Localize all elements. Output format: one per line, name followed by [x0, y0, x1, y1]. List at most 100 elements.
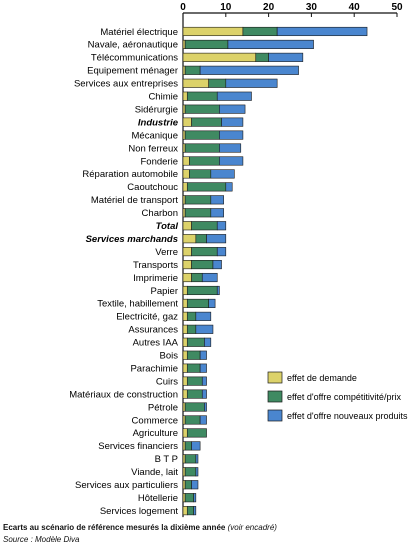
x-tick-label: 50 — [391, 2, 403, 13]
bar-imprimerie-effet-d-offre-competitivite-prix — [191, 272, 203, 283]
caption-main: Ecarts au scénario de référence mesurés … — [3, 523, 226, 532]
bar-electricite-gaz-effet-d-offre-nouveaux-produits — [195, 311, 212, 321]
chart-caption: Ecarts au scénario de référence mesurés … — [3, 523, 277, 532]
bar-viande-lait-effet-d-offre-competitivite-prix — [184, 467, 197, 477]
bar-transports-effet-d-offre-nouveaux-produits — [212, 260, 222, 270]
x-tick-label: 30 — [306, 2, 318, 13]
bar-total-effet-d-offre-nouveaux-produits — [216, 221, 227, 231]
bar-caoutchouc-effet-d-offre-nouveaux-produits — [225, 182, 233, 192]
bar-verre-effet-d-offre-competitivite-prix — [191, 247, 218, 257]
bar-materiel-de-transport-effet-de-demande — [182, 195, 186, 205]
category-label-mecanique: Mécanique — [132, 130, 178, 141]
legend-label-effet-d-offre-nouveaux-produits: effet d'offre nouveaux produits — [287, 411, 408, 421]
category-label-commerce: Commerce — [132, 415, 178, 426]
bar-chimie-effet-de-demande — [182, 91, 188, 101]
bar-petrole-effet-d-offre-nouveaux-produits — [204, 402, 207, 412]
bar-navale-aeronautique-effet-de-demande — [182, 39, 186, 49]
bar-viande-lait-effet-d-offre-nouveaux-produits — [195, 467, 199, 477]
bar-industrie-effet-d-offre-competitivite-prix — [191, 117, 222, 127]
bar-electricite-gaz-effet-de-demande — [182, 311, 188, 321]
legend-label-effet-d-offre-competitivite-prix: effet d'offre compétitivité/prix — [287, 392, 401, 402]
category-label-hotellerie: Hôtellerie — [138, 493, 178, 504]
bar-fonderie-effet-d-offre-nouveaux-produits — [219, 156, 244, 166]
bar-non-ferreux-effet-d-offre-nouveaux-produits — [219, 143, 242, 153]
bar-b-t-p-effet-de-demande — [182, 454, 186, 464]
bar-imprimerie-effet-de-demande — [182, 272, 192, 283]
bar-textile-habillement-effet-de-demande — [182, 298, 188, 308]
bar-parachimie-effet-d-offre-competitivite-prix — [186, 363, 201, 373]
bar-cuirs-effet-d-offre-nouveaux-produits — [201, 376, 207, 386]
bar-services-marchands-effet-d-offre-nouveaux-produits — [206, 234, 227, 244]
bar-verre-effet-d-offre-nouveaux-produits — [216, 247, 227, 257]
bar-textile-habillement-effet-d-offre-competitivite-prix — [186, 298, 209, 308]
bar-navale-aeronautique-effet-d-offre-competitivite-prix — [184, 39, 229, 49]
bar-industrie-effet-d-offre-nouveaux-produits — [221, 117, 244, 127]
bar-cuirs-effet-d-offre-competitivite-prix — [186, 376, 203, 386]
bar-equipement-menager-effet-de-demande — [182, 65, 186, 75]
category-label-charbon: Charbon — [142, 208, 178, 219]
bar-papier-effet-d-offre-competitivite-prix — [186, 285, 218, 296]
bar-materiel-de-transport-effet-d-offre-nouveaux-produits — [210, 195, 224, 205]
category-label-total: Total — [156, 221, 179, 232]
category-label-agriculture: Agriculture — [133, 428, 178, 439]
category-label-cuirs: Cuirs — [156, 376, 178, 387]
category-label-textile-habillement: Textile, habillement — [97, 299, 178, 310]
caption-note: (voir encadré) — [227, 523, 277, 532]
category-label-reparation-automobile: Réparation automobile — [82, 169, 178, 180]
category-label-materiel-de-transport: Matériel de transport — [91, 195, 178, 206]
category-label-fonderie: Fonderie — [141, 156, 179, 167]
bar-assurances-effet-de-demande — [182, 324, 188, 334]
bar-materiel-electrique-effet-d-offre-competitivite-prix — [242, 26, 278, 37]
bar-assurances-effet-d-offre-competitivite-prix — [186, 324, 197, 334]
bar-navale-aeronautique-effet-d-offre-nouveaux-produits — [227, 39, 314, 49]
bar-reparation-automobile-effet-d-offre-nouveaux-produits — [210, 169, 235, 179]
bar-commerce-effet-de-demande — [182, 415, 186, 425]
bar-materiaux-de-construction-effet-de-demande — [182, 389, 188, 399]
bar-bois-effet-de-demande — [182, 350, 188, 360]
category-label-imprimerie: Imprimerie — [133, 273, 178, 284]
bar-telecommunications-effet-d-offre-nouveaux-produits — [268, 52, 304, 62]
bar-siderurgie-effet-de-demande — [182, 104, 186, 114]
category-label-services-aux-particuliers: Services aux particuliers — [75, 480, 178, 491]
bar-papier-effet-de-demande — [182, 285, 188, 296]
bars — [182, 26, 368, 516]
bar-cuirs-effet-de-demande — [182, 376, 188, 386]
bar-parachimie-effet-de-demande — [182, 363, 188, 373]
bar-reparation-automobile-effet-d-offre-competitivite-prix — [189, 169, 212, 179]
bar-services-aux-particuliers-effet-de-demande — [182, 480, 186, 490]
category-label-parachimie: Parachimie — [130, 363, 178, 374]
bar-textile-habillement-effet-d-offre-nouveaux-produits — [208, 298, 216, 308]
bar-services-aux-entreprises-effet-de-demande — [182, 78, 209, 88]
bar-services-marchands-effet-d-offre-competitivite-prix — [195, 234, 207, 244]
bar-chimie-effet-d-offre-nouveaux-produits — [216, 91, 252, 101]
bar-services-financiers-effet-d-offre-nouveaux-produits — [191, 441, 201, 451]
bar-siderurgie-effet-d-offre-nouveaux-produits — [219, 104, 246, 114]
bar-b-t-p-effet-d-offre-nouveaux-produits — [195, 454, 199, 464]
x-tick-label: 0 — [180, 2, 186, 13]
bar-autres-iaa-effet-de-demande — [182, 337, 188, 347]
bar-autres-iaa-effet-d-offre-nouveaux-produits — [204, 337, 212, 347]
bar-transports-effet-de-demande — [182, 260, 192, 270]
bar-hotellerie-effet-d-offre-nouveaux-produits — [193, 493, 197, 503]
bar-bois-effet-d-offre-competitivite-prix — [186, 350, 201, 360]
bar-caoutchouc-effet-d-offre-competitivite-prix — [186, 182, 227, 192]
bar-total-effet-de-demande — [182, 221, 192, 231]
category-label-bois: Bois — [160, 351, 179, 362]
category-label-services-logement: Services logement — [100, 506, 179, 517]
x-tick-label: 40 — [349, 2, 361, 13]
category-label-non-ferreux: Non ferreux — [128, 143, 178, 154]
bar-b-t-p-effet-d-offre-competitivite-prix — [184, 454, 197, 464]
legend-swatch-effet-d-offre-nouveaux-produits — [267, 409, 283, 422]
bar-non-ferreux-effet-de-demande — [182, 143, 186, 153]
category-label-industrie: Industrie — [138, 117, 179, 128]
bar-non-ferreux-effet-d-offre-competitivite-prix — [184, 143, 220, 153]
bar-commerce-effet-d-offre-nouveaux-produits — [199, 415, 207, 425]
category-labels: Matériel électrique Navale, aéronautique T… — [69, 27, 178, 517]
bar-services-financiers-effet-d-offre-competitivite-prix — [184, 441, 192, 451]
bar-services-aux-entreprises-effet-d-offre-nouveaux-produits — [225, 78, 278, 88]
category-label-materiel-electrique: Matériel électrique — [100, 27, 178, 38]
bar-services-marchands-effet-de-demande — [182, 234, 197, 244]
category-label-services-marchands: Services marchands — [86, 234, 178, 245]
bar-autres-iaa-effet-d-offre-competitivite-prix — [186, 337, 205, 347]
